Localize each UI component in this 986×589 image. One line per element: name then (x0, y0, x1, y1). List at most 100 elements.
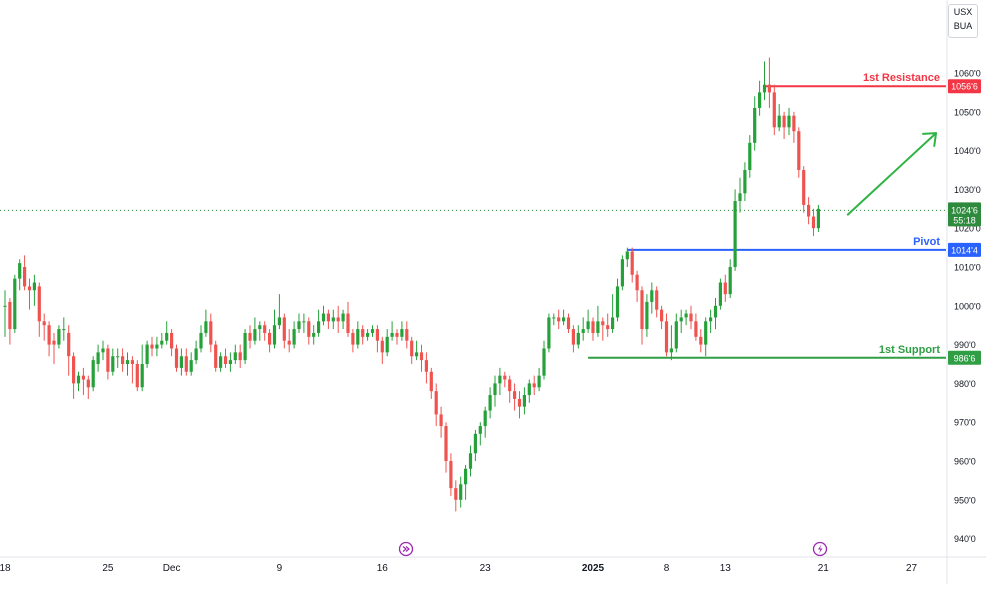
lightning-bolt-icon (818, 544, 823, 554)
candle-body (47, 325, 51, 345)
candle-body (150, 344, 154, 349)
candle-body (410, 340, 414, 357)
candle-body (635, 274, 639, 291)
candle-body (424, 360, 428, 372)
candle-body (223, 356, 228, 364)
candle-body (72, 356, 76, 384)
price-axis-tick-label: 960'0 (954, 457, 976, 467)
candle-body (802, 170, 806, 205)
candle-body (302, 321, 306, 323)
candle-body (713, 305, 718, 318)
candle-body (718, 282, 722, 306)
candle-body (513, 391, 517, 399)
candle-body (125, 360, 130, 364)
candle-body (522, 395, 526, 407)
price-axis-tick-label: 940'0 (954, 534, 976, 544)
candle-body (537, 375, 541, 388)
candle-body (385, 336, 389, 353)
candle-body (160, 340, 164, 345)
candle-body (321, 313, 326, 322)
candle-body (140, 364, 144, 388)
candle-body (709, 317, 713, 322)
candle-body (611, 317, 615, 330)
candle-body (723, 282, 727, 295)
candle-body (674, 321, 678, 349)
candle-body (3, 305, 7, 307)
candle-body (429, 371, 433, 392)
candle-body (464, 468, 468, 485)
candle-body (792, 115, 796, 132)
currency-unit-button[interactable]: USX BUA (948, 4, 978, 38)
candle-body (473, 433, 477, 454)
level-price-badge (948, 79, 981, 94)
candle-body (787, 115, 791, 128)
candle-body (449, 461, 453, 489)
candle-body (57, 329, 61, 345)
level-label: Pivot (913, 236, 940, 248)
candle-body (170, 332, 174, 349)
candle-body (351, 332, 355, 345)
candle-body (243, 332, 247, 361)
candle-body (655, 290, 659, 310)
candle-body (287, 340, 291, 345)
candle-body (419, 352, 424, 361)
time-axis-tick-label: 23 (480, 563, 492, 574)
candle-body (341, 313, 345, 322)
candle-body (601, 321, 605, 326)
candle-body (650, 290, 654, 302)
candle-body (238, 352, 242, 361)
candle-body (694, 321, 698, 337)
candle-body (576, 332, 580, 345)
candle-body (155, 344, 159, 349)
candle-body (807, 204, 811, 217)
candle-body (493, 383, 497, 396)
candle-body (27, 286, 32, 291)
candle-body (400, 329, 404, 337)
candle-body (253, 329, 257, 341)
price-axis-tick-label: 1030'0 (954, 185, 981, 195)
candle-body (571, 329, 575, 345)
time-axis-tick-label: 9 (277, 563, 283, 574)
candle-body (199, 332, 203, 349)
candle-body (184, 356, 188, 372)
price-axis-tick-label: 1040'0 (954, 146, 981, 156)
candle-body (277, 317, 281, 326)
candle-body (361, 329, 365, 337)
candle-body (307, 321, 311, 337)
level-price-badge (948, 242, 981, 257)
candle-body (228, 360, 232, 364)
time-axis-tick-label: 16 (377, 563, 389, 574)
candle-body (606, 325, 610, 330)
candle-body (645, 301, 649, 330)
time-axis-tick-label: 21 (818, 563, 830, 574)
candle-body (439, 414, 443, 427)
candle-body (743, 170, 747, 194)
candle-body (586, 321, 590, 330)
current-price-badge (948, 202, 981, 227)
candle-body (596, 321, 600, 333)
candle-body (488, 395, 492, 411)
candle-body (767, 84, 771, 93)
level-price-badge (948, 350, 981, 365)
price-axis-tick-label: 970'0 (954, 418, 976, 428)
candle-body (483, 410, 487, 427)
candle-body (811, 216, 816, 229)
price-axis-tick-label: 980'0 (954, 379, 976, 389)
candle-body (111, 356, 115, 372)
candle-body (562, 317, 566, 322)
time-axis-tick-label: Dec (163, 563, 181, 574)
candle-body (468, 453, 473, 469)
candle-body (738, 193, 742, 202)
price-axis-tick-label: 1010'0 (954, 263, 981, 273)
candle-body (121, 356, 125, 364)
candle-body (326, 313, 330, 322)
candle-body (272, 325, 277, 345)
candle-body (116, 356, 120, 358)
trend-arrow-head (922, 132, 937, 148)
candle-body (620, 259, 624, 287)
candle-body (660, 309, 664, 322)
candle-body (640, 290, 644, 330)
chevrons-right-icon (402, 546, 410, 552)
